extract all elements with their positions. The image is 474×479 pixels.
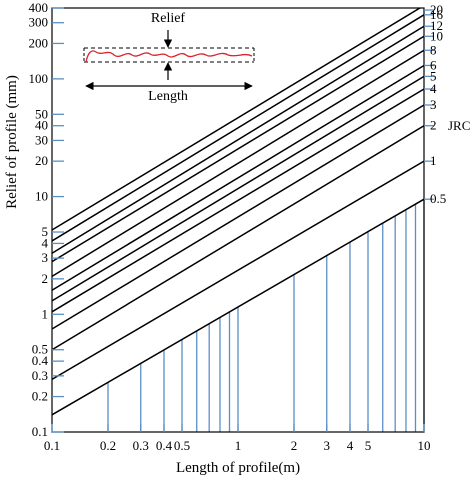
jrc-line-3 [52, 104, 424, 330]
x-axis-title: Length of profile(m) [176, 460, 300, 476]
y-tick-label: 0.4 [32, 353, 49, 368]
y-tick-label: 200 [29, 35, 49, 50]
x-tick-label: 2 [291, 438, 298, 453]
jrc-label: 5 [430, 68, 437, 83]
y-tick-label: 2 [42, 271, 49, 286]
y-tick-label: 20 [35, 153, 48, 168]
jrc-line-5 [52, 75, 424, 302]
jrc-line-2 [52, 125, 424, 351]
jrc-line-0-5 [52, 198, 424, 416]
y-tick-label: 100 [29, 71, 49, 86]
jrc-line-16 [52, 14, 424, 242]
jrc-label: 12 [430, 18, 443, 33]
x-tick-label: 0.4 [156, 438, 173, 453]
jrc-line-6 [52, 64, 424, 291]
x-tick-label: 4 [347, 438, 354, 453]
x-tick-label: 0.1 [44, 438, 60, 453]
y-tick-label: 400 [29, 0, 49, 15]
jrc-line-4 [52, 88, 424, 313]
jrc-line-8 [52, 49, 424, 278]
y-tick-label: 0.1 [32, 424, 48, 439]
x-tick-label: 0.2 [100, 438, 116, 453]
jrc-line-20 [52, 8, 422, 231]
jrc-label: 4 [430, 81, 437, 96]
y-tick-label: 30 [35, 132, 48, 147]
jrc-line-12 [52, 25, 424, 254]
x-tick-label: 1 [235, 438, 242, 453]
jrc-label: 8 [430, 42, 437, 57]
profile-curve [85, 50, 253, 63]
jrc-label: 10 [430, 28, 443, 43]
jrc-lines [52, 8, 424, 416]
length-label: Length [148, 89, 188, 104]
y-tick-label: 0.2 [32, 389, 48, 404]
y-tick-label: 1 [42, 306, 49, 321]
jrc-line-10 [52, 35, 424, 263]
jrc-label: 1 [430, 153, 437, 168]
x-tick-label: 0.3 [133, 438, 149, 453]
x-tick-label: 0.5 [174, 438, 190, 453]
y-tick-label: 3 [42, 250, 49, 265]
jrc-label: 3 [430, 97, 437, 112]
y-tick-label: 10 [35, 189, 48, 204]
jrc-label: 0.5 [430, 191, 446, 206]
y-tick-label: 50 [35, 106, 48, 121]
x-tick-label: 10 [418, 438, 431, 453]
y-tick-label: 4 [42, 235, 49, 250]
relief-label: Relief [151, 11, 186, 26]
jrc-label: 2 [430, 118, 437, 133]
jrc-label: 6 [430, 57, 437, 72]
jrc-label: 20 [430, 2, 443, 17]
y-axis-title: Relief of profile (mm) [4, 75, 20, 209]
y-tick-label: 5 [42, 224, 49, 239]
reference-lines [107, 199, 425, 432]
jrc-title: JRC [448, 118, 470, 133]
profile-inset: Relief Length [83, 11, 255, 104]
x-tick-label: 5 [365, 438, 372, 453]
jrc-line-1 [52, 160, 424, 381]
y-tick-label: 40 [35, 118, 48, 133]
x-axis: 0.1 0.2 0.3 0.4 0.5 1 2 3 4 5 10 [44, 424, 431, 453]
y-tick-label: 300 [29, 15, 49, 30]
x-tick-label: 3 [323, 438, 330, 453]
y-tick-label: 0.5 [32, 342, 48, 357]
y-tick-label: 0.3 [32, 368, 48, 383]
